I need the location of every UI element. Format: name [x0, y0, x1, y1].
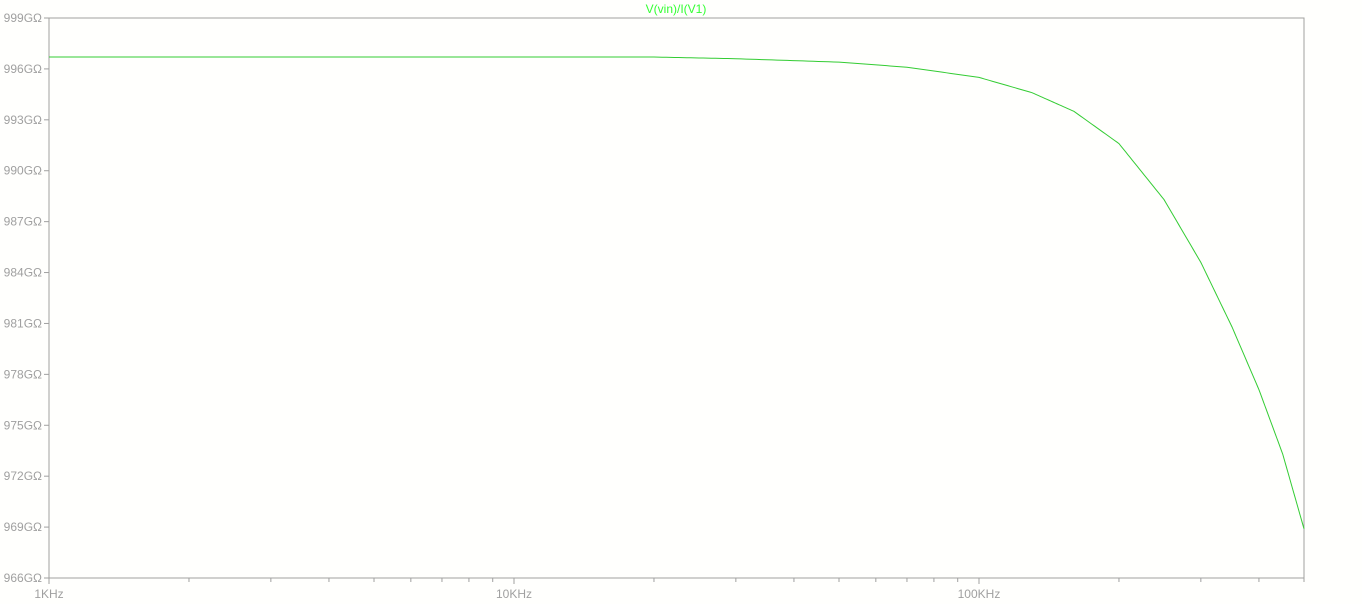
y-tick-label: 975GΩ — [4, 418, 42, 432]
x-axis: 1KHz 10KHz 100KHz — [34, 578, 1305, 601]
y-tick-label: 972GΩ — [4, 469, 42, 483]
y-tick-label: 993GΩ — [4, 113, 42, 127]
y-tick-label: 978GΩ — [4, 367, 42, 381]
y-tick-label: 996GΩ — [4, 62, 42, 76]
y-tick-label: 969GΩ — [4, 520, 42, 534]
y-tick-label: 999GΩ — [4, 11, 42, 25]
plot-area — [48, 17, 1305, 579]
y-tick-label: 990GΩ — [4, 164, 42, 178]
x-tick-label: 100KHz — [958, 587, 1001, 601]
y-tick-label: 966GΩ — [4, 571, 42, 585]
x-tick-label: 1KHz — [34, 587, 63, 601]
y-tick-label: 984GΩ — [4, 266, 42, 280]
y-axis: 999GΩ 996GΩ 993GΩ 990GΩ 987GΩ 984GΩ 981GΩ 978GΩ… — [4, 11, 49, 585]
x-tick-label: 10KHz — [496, 587, 532, 601]
series-line — [49, 56, 1305, 529]
y-tick-label: 981GΩ — [4, 316, 42, 330]
y-tick-label: 987GΩ — [4, 215, 42, 229]
chart-title: V(vin)/I(V1) — [646, 2, 707, 16]
